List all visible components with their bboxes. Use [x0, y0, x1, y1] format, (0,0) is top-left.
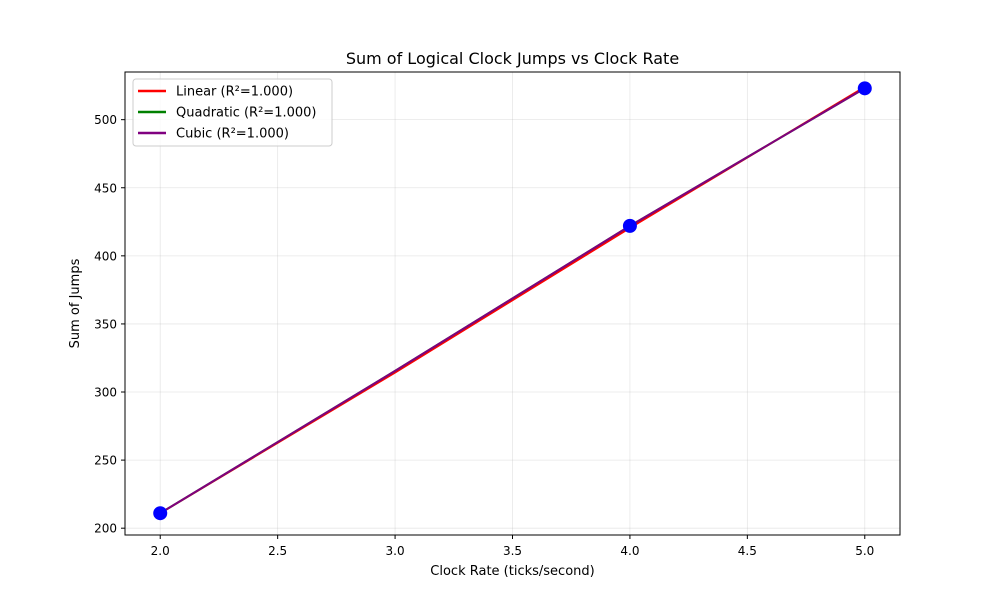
y-tick-label: 350: [94, 317, 117, 331]
data-point: [622, 218, 637, 233]
legend-label: Linear (R²=1.000): [176, 85, 293, 100]
y-tick-label: 450: [94, 181, 117, 195]
y-tick-label: 300: [94, 386, 117, 400]
y-axis-label: Sum of Jumps: [68, 258, 83, 348]
x-axis: 2.0 2.5 3.0 3.5 4.0 4.5 5.0: [151, 535, 874, 558]
x-axis-label: Clock Rate (ticks/second): [430, 564, 594, 579]
x-tick-label: 2.0: [151, 544, 170, 558]
x-tick-label: 4.5: [738, 544, 757, 558]
data-point: [857, 81, 872, 96]
data-point: [153, 506, 168, 521]
data-points: [153, 81, 872, 521]
y-tick-label: 200: [94, 522, 117, 536]
x-tick-label: 5.0: [855, 544, 874, 558]
y-axis: 200 250 300 350 400 450 500: [94, 113, 125, 536]
x-tick-label: 4.0: [620, 544, 639, 558]
legend-box: [132, 78, 333, 147]
x-tick-label: 3.5: [503, 544, 522, 558]
grid: [125, 72, 900, 535]
legend: Linear (R²=1.000) Quadratic (R²=1.000) Cub…: [132, 78, 333, 147]
fit-line-cubic: [159, 87, 866, 515]
x-tick-label: 3.0: [386, 544, 405, 558]
y-tick-label: 500: [94, 113, 117, 127]
y-tick-label: 250: [94, 454, 117, 468]
legend-label: Cubic (R²=1.000): [176, 127, 289, 142]
chart-title: Sum of Logical Clock Jumps vs Clock Rate: [346, 49, 679, 68]
y-tick-label: 400: [94, 249, 117, 263]
x-tick-label: 2.5: [268, 544, 287, 558]
plot-series: [159, 86, 866, 515]
legend-label: Quadratic (R²=1.000): [176, 106, 317, 121]
